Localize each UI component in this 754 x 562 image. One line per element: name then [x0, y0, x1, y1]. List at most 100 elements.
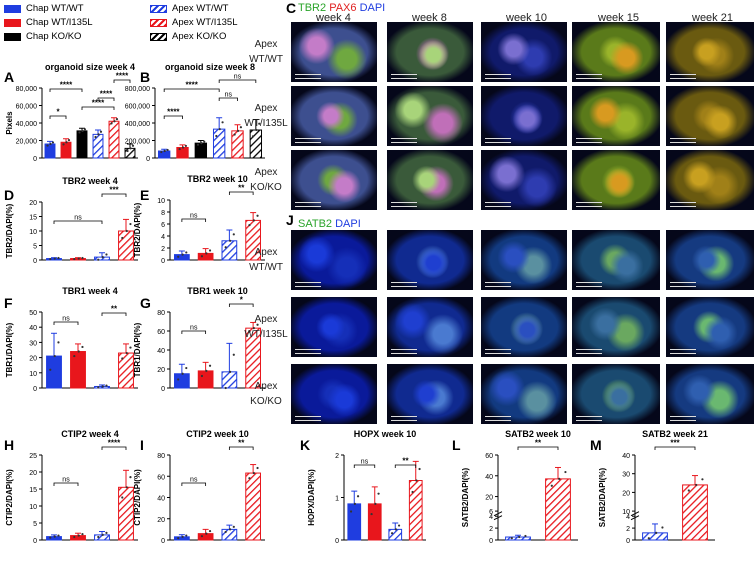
data-point: [125, 486, 128, 489]
significance-bracket: [228, 303, 254, 307]
y-tick-label: 10: [29, 229, 37, 236]
y-axis-label: CTIP2/DAPI(%): [5, 469, 14, 526]
bar: [194, 142, 208, 159]
y-tick-label: 5: [33, 521, 37, 528]
y-tick-label: 40: [485, 474, 493, 481]
bar: [44, 143, 56, 159]
y-tick-label: 60: [157, 329, 165, 336]
data-point: [178, 147, 181, 151]
data-point: [73, 535, 76, 539]
y-tick-label: 15: [29, 215, 37, 222]
data-point: [81, 256, 84, 260]
y-tick-label: 20: [29, 470, 37, 477]
data-point: [97, 258, 100, 261]
data-point: [62, 143, 65, 146]
data-point: [73, 354, 76, 358]
data-point: [418, 467, 421, 471]
data-point: [53, 354, 56, 358]
y-axis-label: TBR2/DAPI(%): [133, 202, 142, 257]
significance-bracket: [181, 482, 207, 486]
bar: [245, 472, 261, 541]
bar: [157, 150, 171, 159]
data-point: [394, 528, 397, 531]
y-tick-label: 4: [489, 514, 493, 521]
data-point: [57, 341, 60, 344]
data-point: [390, 532, 394, 535]
data-point: [129, 147, 132, 150]
bar: [174, 373, 190, 389]
data-point: [258, 122, 261, 125]
chart-panel-l: L SATB2 week 10 SATB2/DAPI(%) 0 2 46 20 40 60 **: [452, 429, 578, 545]
y-tick-label: 2: [335, 453, 339, 460]
data-point: [256, 466, 259, 470]
satb2-micrograph-tile: [572, 297, 660, 357]
data-point: [46, 144, 49, 147]
scale-bar: [485, 202, 511, 207]
y-tick-label: 10: [29, 371, 37, 378]
y-tick-label: 30: [622, 472, 630, 479]
data-point: [166, 148, 169, 152]
y-tick-label: 0: [161, 538, 165, 545]
data-point: [374, 502, 377, 505]
y-tick-label: 2: [161, 246, 165, 253]
y-tick-label: 30: [29, 340, 37, 347]
y-tick-label: 200,000: [125, 139, 150, 146]
significance-bracket: [113, 79, 131, 83]
data-point: [181, 146, 185, 149]
axis-break: [493, 515, 503, 521]
data-point: [121, 236, 124, 240]
panel-label: A: [4, 69, 14, 85]
y-axis-label: CTIP2/DAPI(%): [133, 469, 142, 526]
microscopy-figure: C TBR2 PAX6 DAPI J SATB2 DAPI week 4 week…: [286, 0, 754, 430]
satb2-micrograph-tile: [666, 297, 754, 357]
data-point: [687, 489, 690, 492]
data-point: [205, 369, 208, 372]
satb2-stain-label: SATB2: [298, 218, 333, 230]
data-point: [81, 533, 84, 536]
data-point: [105, 384, 108, 387]
legend-swatch: [150, 32, 167, 41]
data-point: [256, 323, 259, 326]
scale-bar: [295, 349, 321, 354]
data-point: [77, 534, 80, 537]
legend-item: Chap KO/KO: [4, 31, 81, 42]
data-point: [57, 256, 60, 260]
chart-title: SATB2 week 10: [505, 429, 571, 439]
legend-label: Chap KO/KO: [26, 31, 82, 42]
data-point: [356, 495, 360, 498]
y-tick-label: 10: [622, 509, 630, 516]
legend-swatch: [4, 32, 21, 41]
data-point: [218, 128, 221, 131]
significance-label: ****: [167, 108, 180, 117]
data-point: [655, 531, 658, 534]
data-point: [415, 479, 418, 482]
legend-item: Apex KO/KO: [150, 31, 226, 42]
satb2-micrograph-tile: [291, 230, 377, 290]
y-tick-label: 20: [157, 517, 165, 524]
data-point: [113, 120, 116, 123]
data-point: [184, 144, 188, 148]
legend-item: Chap WT/WT: [4, 3, 84, 14]
bar: [118, 486, 134, 541]
pax6-stain-label: PAX6: [329, 2, 357, 14]
y-tick-label: 80: [157, 453, 165, 460]
data-point: [101, 256, 104, 259]
scale-bar: [391, 416, 417, 421]
data-point: [377, 492, 380, 495]
data-point: [78, 131, 81, 134]
significance-label: **: [402, 457, 409, 466]
data-point: [163, 149, 166, 153]
tbr2-pax6-micrograph-tile: [572, 86, 660, 146]
scale-bar: [576, 282, 602, 287]
data-point: [255, 128, 258, 132]
data-point: [558, 477, 561, 480]
chart-title: organoid size week 4: [45, 62, 135, 72]
tbr2-pax6-micrograph-tile: [291, 150, 377, 210]
scale-bar: [576, 138, 602, 143]
bar: [197, 533, 214, 541]
y-tick-label: 1: [335, 496, 339, 503]
scale-bar: [391, 282, 417, 287]
bar: [545, 478, 571, 541]
scale-bar: [576, 349, 602, 354]
data-point: [49, 536, 52, 539]
